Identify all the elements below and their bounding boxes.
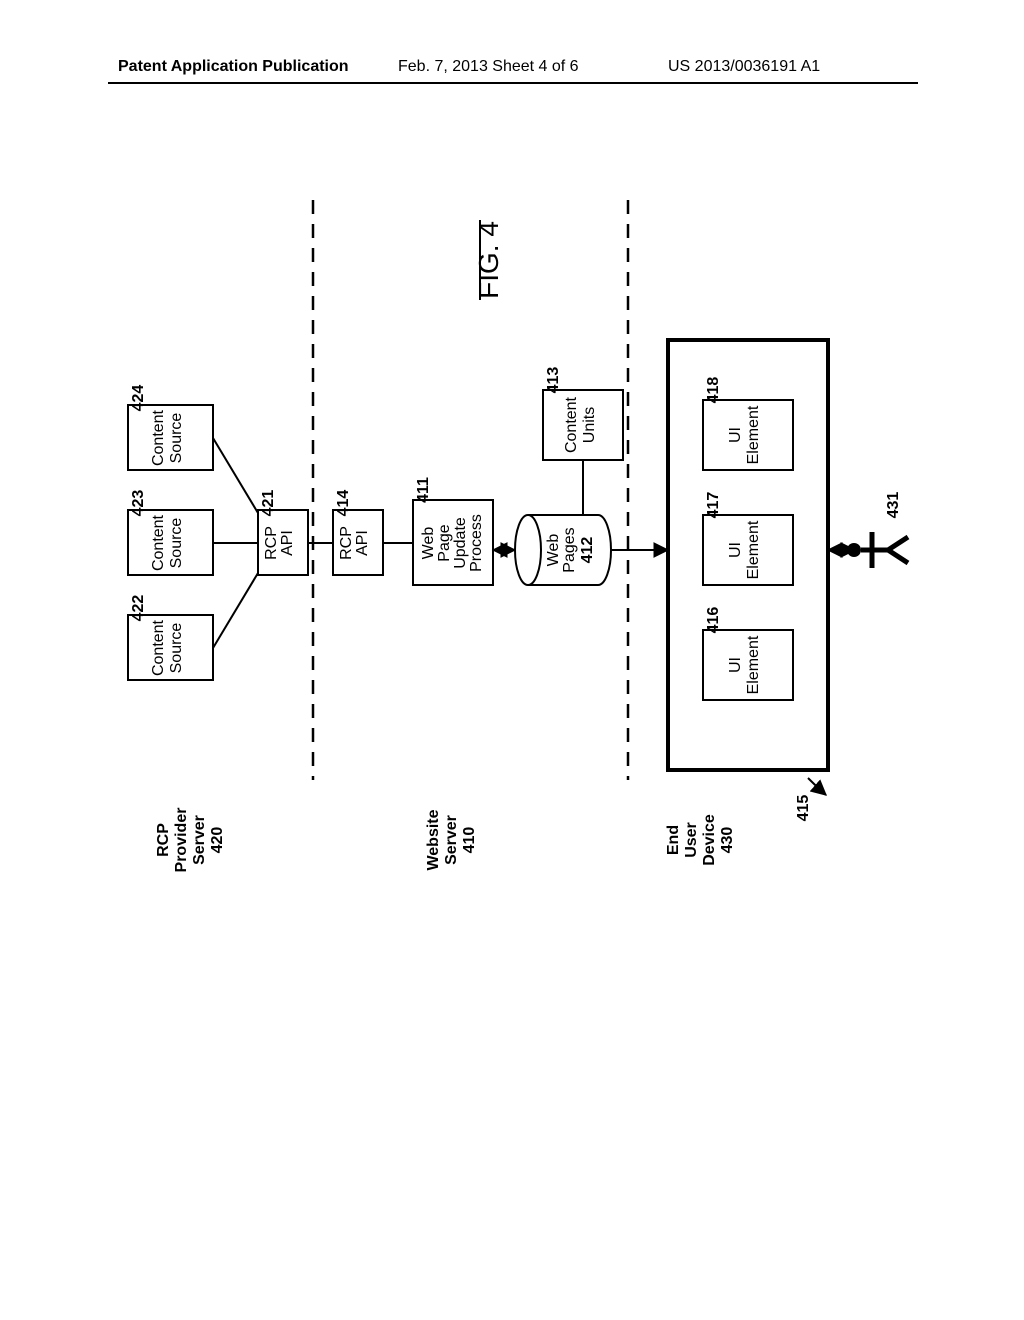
svg-text:Content: Content bbox=[150, 409, 167, 466]
svg-text:Server: Server bbox=[191, 815, 208, 865]
svg-text:422: 422 bbox=[130, 595, 147, 622]
rcp-api-421: RCP API 421 bbox=[258, 490, 308, 575]
svg-text:Web: Web bbox=[420, 527, 437, 560]
figure-4-diagram: RCP Provider Server 420 Website Server 4… bbox=[108, 190, 918, 1080]
svg-text:Website: Website bbox=[425, 809, 442, 870]
ui-element-416: UI Element 416 bbox=[703, 607, 793, 700]
header-rule bbox=[108, 82, 918, 84]
svg-text:431: 431 bbox=[885, 492, 902, 519]
svg-text:RCP: RCP bbox=[338, 526, 355, 560]
svg-text:Process: Process bbox=[468, 514, 485, 572]
header-left: Patent Application Publication bbox=[118, 58, 349, 76]
svg-text:Update: Update bbox=[452, 517, 469, 569]
svg-text:Content: Content bbox=[150, 514, 167, 571]
svg-text:Device: Device bbox=[701, 814, 718, 866]
content-source-422: Content Source 422 bbox=[128, 595, 213, 680]
svg-text:Source: Source bbox=[168, 518, 185, 569]
svg-text:RCP: RCP bbox=[263, 526, 280, 560]
svg-text:417: 417 bbox=[705, 492, 722, 519]
svg-text:421: 421 bbox=[260, 490, 277, 517]
svg-text:User: User bbox=[683, 822, 700, 858]
user-icon: 431 bbox=[847, 492, 908, 568]
svg-text:Content: Content bbox=[150, 619, 167, 676]
svg-text:Content: Content bbox=[563, 396, 580, 453]
svg-text:415: 415 bbox=[795, 795, 812, 822]
section-website-server-title: Website Server 410 bbox=[425, 809, 478, 870]
web-page-update-411: Web Page Update Process 411 bbox=[413, 477, 493, 585]
svg-text:Pages: Pages bbox=[561, 527, 578, 572]
svg-text:412: 412 bbox=[579, 537, 596, 564]
ui-element-417: UI Element 417 bbox=[703, 492, 793, 585]
svg-text:UI: UI bbox=[727, 427, 744, 443]
content-source-424: Content Source 424 bbox=[128, 385, 213, 470]
svg-text:413: 413 bbox=[545, 367, 562, 394]
svg-text:Element: Element bbox=[745, 520, 762, 579]
svg-text:Page: Page bbox=[436, 524, 453, 561]
svg-text:Element: Element bbox=[745, 635, 762, 694]
svg-text:430: 430 bbox=[719, 827, 736, 854]
svg-text:Source: Source bbox=[168, 623, 185, 674]
svg-text:Server: Server bbox=[443, 815, 460, 865]
svg-text:API: API bbox=[354, 530, 371, 556]
edge-422-421 bbox=[213, 573, 258, 648]
header-center: Feb. 7, 2013 Sheet 4 of 6 bbox=[398, 58, 579, 76]
svg-text:Web: Web bbox=[545, 534, 562, 567]
edge-424-421 bbox=[213, 438, 258, 513]
svg-text:Units: Units bbox=[581, 407, 598, 443]
content-units-413: Content Units 413 bbox=[543, 367, 623, 460]
svg-text:424: 424 bbox=[130, 385, 147, 412]
svg-text:420: 420 bbox=[209, 827, 226, 854]
svg-text:API: API bbox=[279, 530, 296, 556]
svg-text:414: 414 bbox=[335, 490, 352, 517]
svg-text:UI: UI bbox=[727, 542, 744, 558]
svg-text:Provider: Provider bbox=[173, 808, 190, 873]
section-rcp-provider-title: RCP Provider Server 420 bbox=[155, 808, 226, 873]
ui-element-418: UI Element 418 bbox=[703, 377, 793, 470]
svg-text:410: 410 bbox=[461, 827, 478, 854]
web-pages-412: Web Pages 412 bbox=[515, 515, 611, 585]
svg-text:418: 418 bbox=[705, 377, 722, 404]
svg-text:UI: UI bbox=[727, 657, 744, 673]
svg-text:Element: Element bbox=[745, 405, 762, 464]
svg-text:416: 416 bbox=[705, 607, 722, 634]
svg-text:End: End bbox=[665, 825, 682, 855]
svg-text:411: 411 bbox=[415, 477, 432, 503]
content-source-423: Content Source 423 bbox=[128, 490, 213, 575]
rcp-api-414: RCP API 414 bbox=[333, 490, 383, 575]
svg-text:RCP: RCP bbox=[155, 823, 172, 857]
patent-page: Patent Application Publication Feb. 7, 2… bbox=[0, 0, 1024, 1320]
header-right: US 2013/0036191 A1 bbox=[668, 58, 820, 76]
section-end-user-title: End User Device 430 bbox=[665, 814, 736, 866]
svg-text:Source: Source bbox=[168, 413, 185, 464]
svg-text:423: 423 bbox=[130, 490, 147, 517]
figure-label: FIG. 4 bbox=[473, 221, 504, 299]
pointer-415 bbox=[808, 778, 826, 795]
